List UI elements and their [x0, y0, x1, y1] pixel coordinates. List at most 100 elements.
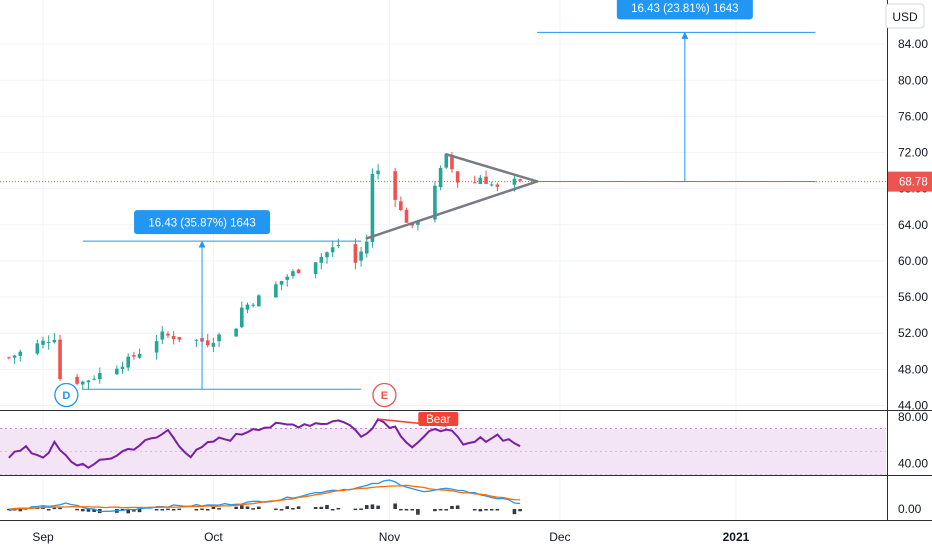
drawing-tools[interactable]: 16.43 (35.87%) 1643 16.43 (23.81%) 1643 … [0, 0, 886, 408]
candle-body [478, 177, 483, 184]
currency-button[interactable]: USD [885, 3, 925, 29]
currency-button-box[interactable] [885, 3, 925, 29]
candle-body [296, 269, 301, 274]
candle-body [274, 284, 278, 298]
macd-hist-bar [18, 509, 23, 512]
price-tick-label: 60.00 [898, 254, 928, 268]
macd-hist-bar [512, 509, 517, 515]
macd-hist-bar [404, 509, 409, 511]
candle-body [336, 245, 341, 247]
candle-body [46, 342, 51, 344]
macd-hist-bar [7, 508, 11, 511]
candle-body [319, 256, 324, 263]
macd-hist-bar [52, 507, 57, 510]
macd-histogram [7, 503, 522, 515]
price-tick-label: 64.00 [898, 218, 928, 232]
candle-body [353, 244, 358, 263]
candle-body [257, 295, 261, 307]
last-price-value: 68.78 [899, 177, 928, 189]
triangle-pattern[interactable] [365, 153, 539, 240]
macd-hist-bar [319, 506, 324, 509]
time-axis[interactable]: Sep Oct Nov Dec 2021 [32, 530, 749, 544]
macd-hist-bar [433, 509, 437, 512]
candle-body [472, 182, 477, 184]
candle-body [416, 221, 420, 225]
macd-hist-bar [217, 508, 221, 510]
macd-hist-bar [296, 506, 301, 509]
macd-hist-bar [484, 509, 488, 511]
candle-body [279, 280, 284, 285]
macd-hist-bar [376, 505, 380, 509]
time-tick-label: Nov [379, 530, 400, 544]
signal-line [8, 484, 521, 510]
price-tick-label: 56.00 [898, 290, 928, 304]
macd-hist-bar [205, 509, 210, 511]
event-marker-letter: E [381, 390, 388, 402]
candle-body [120, 366, 125, 370]
price-tick-label: 76.00 [898, 109, 928, 123]
time-tick-label: Dec [549, 530, 570, 544]
candle-body [234, 328, 238, 337]
price-candles [7, 152, 522, 391]
measure-2-label: 16.43 (23.81%) 1643 [631, 3, 738, 15]
candle-body [92, 378, 96, 380]
macd-hist-bar [518, 509, 522, 512]
measure-tool-1[interactable]: 16.43 (35.87%) 1643 [82, 210, 362, 390]
candle-body [245, 304, 250, 310]
candle-body [364, 241, 369, 254]
rsi-tick-label: 40.00 [898, 456, 928, 470]
macd-hist-bar [489, 509, 494, 511]
triangle-upper-line [445, 153, 539, 183]
macd-hist-bar [234, 506, 238, 509]
macd-hist-bar [353, 508, 358, 511]
macd-hist-bar [291, 508, 295, 510]
macd-hist-bar [495, 509, 500, 511]
price-axis[interactable]: 84.0080.0076.0072.0068.0064.0060.0056.00… [898, 37, 928, 516]
macd-pane [7, 479, 522, 515]
candle-body [86, 380, 91, 383]
bear-label-box [418, 412, 459, 426]
candle-body [154, 341, 159, 353]
macd-hist-bar [200, 508, 204, 511]
macd-hist-bar [240, 505, 244, 509]
candle-body [450, 154, 454, 170]
rsi-band [0, 428, 886, 475]
macd-hist-bar [251, 508, 255, 510]
candle-body [137, 353, 142, 358]
candle-body [217, 334, 221, 342]
macd-hist-bar [336, 507, 341, 510]
rsi-tick-label: 80.00 [898, 410, 928, 424]
macd-hist-bar [75, 508, 79, 511]
macd-hist-bar [313, 507, 318, 509]
price-tick-label: 44.00 [898, 398, 928, 412]
price-tick-label: 72.00 [898, 146, 928, 160]
macd-hist-bar [393, 503, 397, 509]
macd-hist-bar [194, 509, 199, 511]
measure-1-label-box [134, 210, 271, 235]
candle-body [404, 209, 409, 223]
macd-hist-bar [455, 505, 460, 509]
candle-body [399, 201, 403, 210]
candle-body [330, 247, 335, 253]
macd-hist-bar [279, 508, 284, 511]
event-marker-letter: D [62, 390, 70, 402]
candle-body [285, 276, 290, 280]
triangle-lower-line [365, 180, 539, 240]
macd-hist-bar [154, 509, 159, 511]
candle-body [211, 342, 216, 347]
macd-hist-bar [46, 509, 51, 511]
candle-body [126, 356, 130, 368]
candle-body [438, 167, 443, 188]
candle-body [489, 184, 494, 186]
candle-body [359, 251, 363, 261]
macd-hist-bar [285, 506, 290, 509]
measure-tool-2[interactable]: 16.43 (23.81%) 1643 [537, 0, 816, 182]
macd-hist-bar [438, 509, 443, 511]
price-tick-label: 80.00 [898, 73, 928, 87]
candle-body [291, 271, 295, 277]
macd-hist-bar [58, 507, 62, 510]
last-price-tag: 68.78 [888, 171, 932, 192]
macd-hist-bar [410, 509, 414, 511]
